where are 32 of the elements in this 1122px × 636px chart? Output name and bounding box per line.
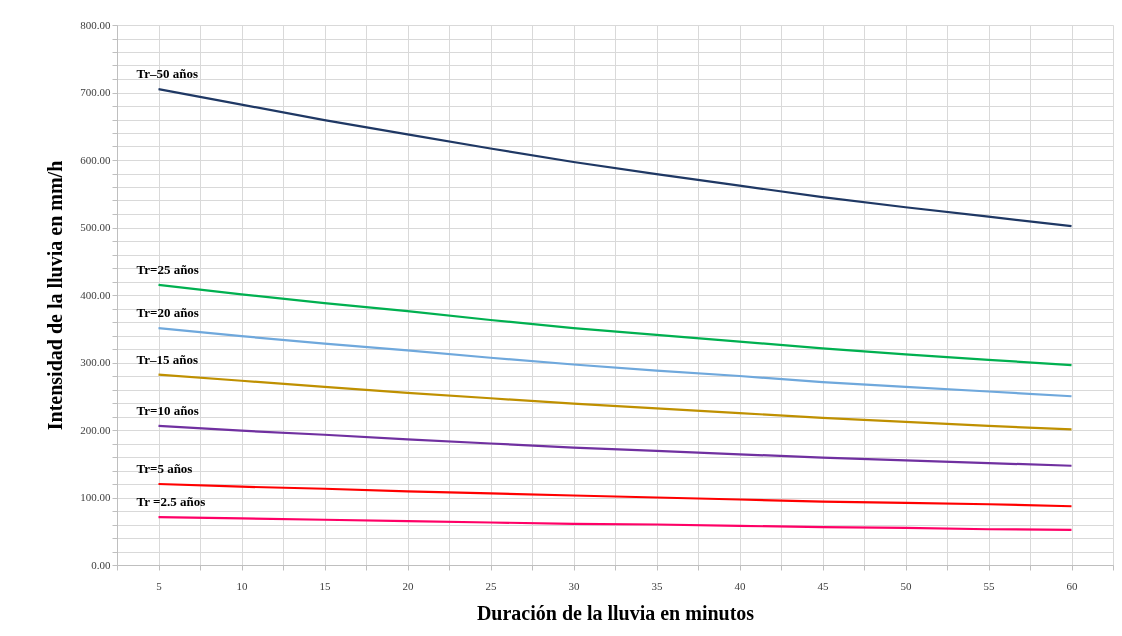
y-tick-label: 200.00 [80, 423, 111, 436]
y-tick-label: 300.00 [80, 356, 111, 368]
series-label: Tr–15 años [136, 351, 199, 367]
x-tick-label: 35 [651, 579, 663, 592]
x-tick-label: 40 [734, 579, 746, 592]
y-tick-label: 400.00 [80, 288, 111, 301]
x-tick-label: 5 [156, 579, 163, 592]
x-tick-label: 30 [568, 579, 580, 592]
x-tick-label: 45 [817, 579, 829, 592]
y-axis-title: Intensidad de la lluvia en mm/h [44, 160, 67, 431]
series-label: Tr=10 años [136, 402, 199, 418]
x-tick-label: 50 [900, 579, 912, 592]
series-label: Tr–50 años [136, 66, 199, 82]
x-axis-title: Duración de la lluvia en minutos [476, 601, 755, 624]
y-tick-label: 100.00 [80, 491, 111, 503]
y-tick-label: 500.00 [80, 221, 111, 233]
x-tick-label: 25 [485, 579, 497, 592]
y-tick-label: 0.00 [91, 558, 111, 571]
line-series [157, 515, 1073, 531]
x-tick-label: 10 [236, 579, 248, 592]
line-series [157, 88, 1073, 228]
x-tick-label: 55 [983, 579, 995, 592]
x-tick-label: 60 [1066, 579, 1078, 592]
series-label: Tr=5 años [136, 461, 193, 476]
y-tick-label: 700.00 [80, 86, 111, 98]
series-label: Tr=25 años [136, 261, 199, 277]
series-label: Tr =2.5 años [136, 494, 206, 510]
series-label: Tr=20 años [136, 305, 199, 321]
x-tick-label: 20 [402, 579, 414, 592]
y-tick-label: 800.00 [80, 18, 111, 31]
x-tick-label: 15 [319, 579, 331, 592]
y-tick-label: 600.00 [80, 153, 111, 166]
